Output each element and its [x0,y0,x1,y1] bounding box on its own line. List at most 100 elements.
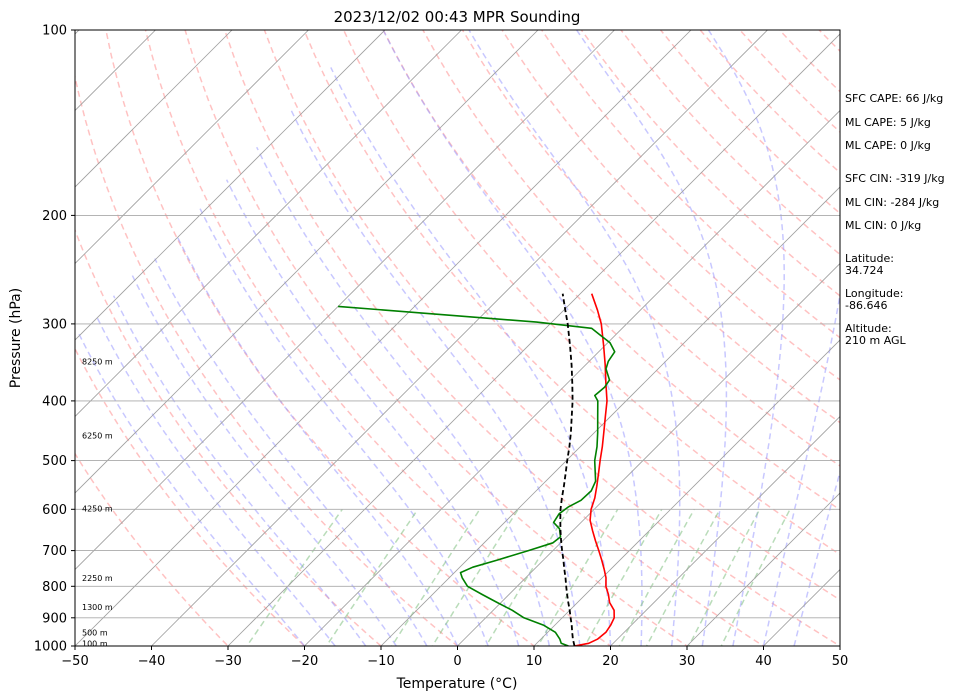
moist-adiabat-line [290,109,581,646]
x-tick-label: 40 [755,654,772,669]
y-tick-label: 1000 [34,640,67,655]
altitude-label: Altitude: [845,322,892,335]
moist-adiabat-line [256,146,551,646]
isotherm-line [303,109,840,646]
isotherm-line [150,30,769,646]
dry-adiabat-line [184,30,689,646]
dry-adiabat-line [422,30,840,467]
x-tick-label: 0 [453,654,461,669]
isotherm-line [75,30,616,571]
mixing-ratio-line [390,508,481,646]
moist-adiabat-line [762,290,840,646]
isotherm-line [380,186,840,646]
x-tick-label: 50 [832,654,849,669]
y-tick-label: 800 [42,580,67,595]
isotherm-line [456,262,840,646]
dry-adiabat-line [382,30,840,511]
latitude-value: 34.724 [845,264,884,277]
isotherm-line [686,492,840,646]
y-tick-label: 400 [42,394,67,409]
dry-adiabat-line [75,228,383,646]
plot-frame [74,29,841,647]
chart-series [338,293,616,646]
x-tick-label: −30 [214,654,241,669]
x-tick-label: −50 [61,654,88,669]
x-tick-label: 10 [526,654,543,669]
moist-adiabat-line [154,258,428,646]
y-tick-label: 600 [42,503,67,518]
ml-cin-text: ML CIN: -284 J/kg [845,196,939,209]
mixing-ratio-line [431,508,519,646]
dry-adiabat-line [144,30,612,646]
height-label: 100 m [82,639,108,648]
ml-cape-text: ML CAPE: 5 J/kg [845,116,931,129]
isotherm-line [75,30,233,188]
height-label: 1300 m [82,603,113,612]
isotherm-line [75,30,157,112]
y-tick-label: 200 [42,209,67,224]
height-label: 6250 m [82,431,113,440]
x-tick-label: −20 [291,654,318,669]
mixing-ratio-line [618,508,695,646]
mixing-ratio-line [583,508,663,646]
dry-adiabat-line [263,30,840,646]
latitude-label: Latitude: [845,252,894,265]
isotherm-line [75,30,692,646]
dry-adiabat-line [501,30,840,381]
moist-adiabat-line [468,30,681,646]
ml-cape-text: ML CAPE: 0 J/kg [845,139,931,152]
x-tick-label: 30 [679,654,696,669]
isotherm-line [227,33,840,646]
height-label: 2250 m [82,574,113,583]
mixing-ratio-line [645,508,721,646]
height-label: 4250 m [82,504,113,513]
mixing-ratio-line [688,508,761,646]
altitude-value: 210 m AGL [845,334,907,347]
moist-adiabat-line [575,30,728,646]
isotherm-line [75,30,310,265]
dry-adiabat-line [303,30,840,601]
x-tick-label: −40 [138,654,165,669]
moist-adiabat-line [707,30,785,646]
isotherm-line [609,415,840,646]
y-tick-label: 500 [42,454,67,469]
longitude-value: -86.646 [845,299,887,312]
dry-adiabat-line [75,452,230,646]
dry-adiabat-line [75,73,459,646]
x-tick-label: 20 [602,654,619,669]
ml-cin-text: ML CIN: 0 J/kg [845,219,921,232]
x-tick-label: −10 [367,654,394,669]
isotherm-line [75,30,386,341]
moist-adiabat-line [131,274,397,646]
mixing-ratio-line [245,508,343,646]
longitude-label: Longitude: [845,287,903,300]
side-info-panel: SFC CAPE: 66 J/kg ML CAPE: 5 J/kg ML CAP… [845,92,945,347]
chart-title: 2023/12/02 00:43 MPR Sounding [334,8,581,26]
parcel-profile-line [559,293,576,646]
sfc-cape-text: SFC CAPE: 66 J/kg [845,92,943,105]
dry-adiabat-line [223,30,765,646]
mixing-ratio-line [485,508,570,646]
dry-adiabat-line [461,30,840,424]
dewpoint-profile-line [338,305,616,646]
y-tick-label: 900 [42,611,67,626]
mixing-ratio-line [720,508,791,646]
mixing-ratio-line [325,508,419,646]
y-tick-label: 700 [42,544,67,559]
moist-adiabat-line [793,469,840,646]
moist-adiabat-line [175,234,459,646]
height-label: 8250 m [82,357,113,366]
sfc-cin-text: SFC CIN: -319 J/kg [845,172,945,185]
chart-grid [75,30,840,646]
moist-adiabat-line [95,314,336,646]
y-axis-label: Pressure (hPa) [8,288,24,388]
y-tick-label: 300 [42,317,67,332]
dry-adiabat-line [105,30,536,646]
moist-adiabat-line [225,179,520,646]
isotherm-line [533,339,840,646]
x-axis-label: Temperature (°C) [396,676,518,692]
isotherm-line [75,30,539,494]
isotherm-line [75,30,463,418]
